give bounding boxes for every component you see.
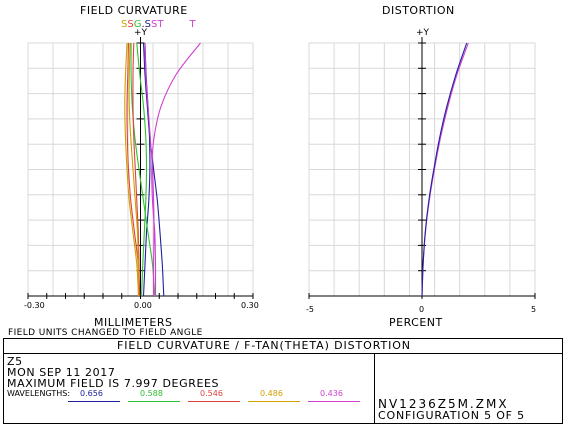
series-line	[128, 42, 139, 297]
series-line	[421, 42, 468, 297]
max-field-line: MAXIMUM FIELD IS 7.997 DEGREES	[7, 377, 220, 390]
series-line	[126, 42, 141, 297]
wavelengths-label: WAVELENGTHS:	[7, 389, 71, 398]
distortion-grid	[308, 37, 536, 299]
distortion-curves	[421, 42, 469, 297]
series-line	[136, 42, 148, 297]
dist-tick-label-zero: 0	[419, 305, 425, 314]
wavelength-swatch	[68, 401, 120, 402]
distortion-x-label: PERCENT	[389, 316, 443, 329]
field-curvature-x-label: MILLIMETERS	[94, 316, 173, 329]
distortion-y-label: +Y	[416, 28, 430, 38]
field-curvature-curves	[124, 42, 201, 297]
field-units-note: FIELD UNITS CHANGED TO FIELD ANGLE	[8, 328, 203, 338]
fc-tick-label-zero: 0.00	[134, 301, 152, 310]
curve-label-group: SSG.SST T	[121, 19, 196, 30]
footer-file-box	[374, 353, 563, 424]
series-line	[130, 42, 156, 297]
wavelength-swatch	[188, 401, 240, 402]
configuration: CONFIGURATION 5 OF 5	[378, 409, 525, 422]
dist-tick-label-min: -5	[306, 305, 314, 314]
series-line	[144, 42, 155, 296]
field-curvature-grid	[27, 37, 254, 299]
curve-label: T	[189, 19, 196, 30]
footer-title: FIELD CURVATURE / F-TAN(THETA) DISTORTIO…	[117, 339, 411, 352]
field-curvature-y-label: +Y	[134, 28, 148, 38]
series-line	[132, 42, 140, 297]
wavelength-swatch	[308, 401, 360, 402]
date-line: MON SEP 11 2017	[7, 366, 116, 379]
wavelength-value: 0.486	[260, 389, 283, 398]
series-line	[151, 42, 201, 297]
curve-label: S	[127, 19, 134, 30]
lens-name: Z5	[7, 355, 23, 368]
wavelength-value: 0.436	[320, 389, 343, 398]
field-curvature-title: FIELD CURVATURE	[80, 4, 188, 17]
wavelength-swatch	[248, 401, 300, 402]
wavelength-value: 0.656	[80, 389, 103, 398]
curve-label: S	[121, 19, 128, 30]
wavelength-value: 0.588	[140, 389, 163, 398]
distortion-title: DISTORTION	[382, 4, 455, 17]
curve-label: G	[133, 19, 142, 30]
wavelength-value: 0.546	[200, 389, 223, 398]
file-name: NV1236Z5M.ZMX	[378, 397, 509, 411]
curve-label: S	[151, 19, 158, 30]
series-line	[124, 42, 140, 297]
dist-tick-label-max: 5	[531, 305, 537, 314]
curve-label: .S	[141, 19, 151, 30]
curve-label: T	[157, 19, 164, 30]
wavelength-swatch	[128, 401, 180, 402]
fc-tick-label-max: 0.30	[241, 301, 259, 310]
series-line	[142, 42, 165, 297]
fc-tick-label-min: -0.30	[24, 301, 45, 310]
